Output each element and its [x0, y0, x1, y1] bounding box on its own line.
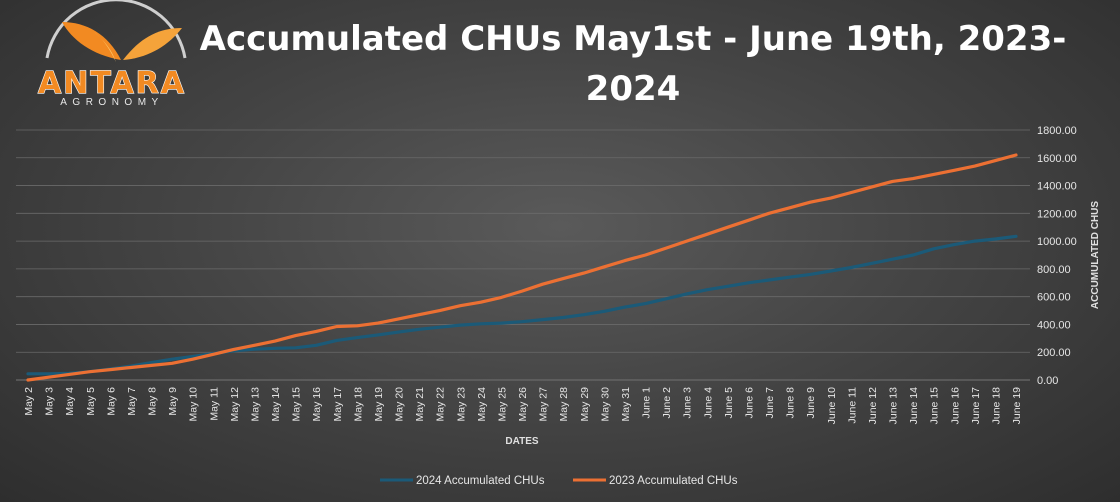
antara-logo: ANTARA AGRONOMY [37, 0, 187, 108]
logo-brand: ANTARA [38, 66, 186, 101]
y-tick-label: 1600.00 [1037, 153, 1077, 165]
x-tick-label: May 22 [435, 387, 447, 422]
x-axis-title: DATES [505, 436, 538, 447]
x-tick-label: June 16 [949, 387, 961, 425]
x-tick-label: May 10 [188, 387, 200, 422]
x-tick-label: June 9 [805, 387, 817, 419]
x-tick-label: June 2 [661, 387, 673, 419]
x-tick-label: May 19 [373, 387, 385, 422]
y-tick-label: 1000.00 [1037, 236, 1077, 248]
chart-gridlines [16, 129, 1030, 381]
x-tick-label: May 20 [394, 387, 406, 422]
x-tick-label: May 3 [44, 387, 56, 416]
x-tick-label: May 14 [270, 387, 282, 422]
x-tick-label: June 6 [743, 387, 755, 419]
x-tick-label: May 29 [579, 387, 591, 422]
x-tick-label: May 7 [126, 387, 138, 416]
x-tick-label: May 8 [147, 387, 159, 416]
x-tick-label: May 13 [249, 387, 261, 422]
x-tick-label: June 10 [826, 387, 838, 425]
x-axis-ticks: May 2 May 3 May 4 May 5 May 6 May 7 May 8 May 9… [23, 387, 1023, 425]
logo-leaf-right [123, 28, 182, 60]
x-tick-label: May 11 [208, 387, 220, 421]
y-tick-label: 1400.00 [1037, 181, 1077, 193]
x-tick-label: May 21 [414, 387, 426, 422]
y-tick-label: 1800.00 [1037, 125, 1077, 137]
x-tick-label: May 27 [538, 387, 550, 422]
x-tick-label: June 3 [682, 387, 694, 419]
x-tick-label: May 4 [64, 387, 76, 416]
logo-leaf-left [62, 22, 121, 60]
chart-title-line-1: Accumulated CHUs May1st - June 19th, 202… [200, 19, 1067, 59]
x-tick-label: May 5 [85, 387, 97, 416]
x-tick-label: June 14 [908, 387, 920, 425]
x-tick-label: June 7 [764, 387, 776, 419]
chart-title-line-2: 2024 [586, 69, 681, 109]
chart-legend: 2024 Accumulated CHUs 2023 Accumulated C… [380, 475, 738, 487]
x-tick-label: May 9 [167, 387, 179, 416]
x-tick-label: May 6 [105, 387, 117, 416]
x-tick-label: June 4 [702, 387, 714, 419]
x-tick-label: June 12 [867, 387, 879, 425]
x-tick-label: May 31 [620, 387, 632, 422]
chart-series-lines [26, 153, 1018, 382]
x-tick-label: June 13 [888, 387, 900, 425]
legend-label-2024: 2024 Accumulated CHUs [416, 475, 545, 487]
x-tick-label: May 17 [332, 387, 344, 422]
x-tick-label: May 12 [229, 387, 241, 422]
series-line-2024 [26, 234, 1018, 376]
x-tick-label: June 18 [990, 387, 1002, 425]
x-tick-label: May 18 [352, 387, 364, 422]
y-tick-label: 800.00 [1037, 264, 1071, 276]
x-tick-label: May 25 [496, 387, 508, 422]
legend-label-2023: 2023 Accumulated CHUs [609, 475, 738, 487]
y-tick-label: 0.00 [1037, 375, 1058, 387]
x-tick-label: June 17 [970, 387, 982, 425]
x-tick-label: June 19 [1011, 387, 1023, 425]
x-tick-label: May 2 [23, 387, 35, 416]
x-tick-label: May 26 [517, 387, 529, 422]
y-axis-title: ACCUMULATED CHUS [1090, 201, 1101, 309]
logo-subtitle: AGRONOMY [60, 97, 163, 108]
x-tick-label: May 28 [558, 387, 570, 422]
x-tick-label: May 16 [311, 387, 323, 422]
y-tick-label: 400.00 [1037, 319, 1071, 331]
x-tick-label: May 15 [291, 387, 303, 422]
x-tick-label: June 8 [785, 387, 797, 419]
series-line-2023 [26, 153, 1018, 382]
x-tick-label: June 1 [641, 387, 653, 419]
y-tick-label: 1200.00 [1037, 208, 1077, 220]
x-tick-label: June 5 [723, 387, 735, 419]
x-tick-label: May 23 [455, 387, 467, 422]
y-tick-label: 600.00 [1037, 292, 1071, 304]
x-tick-label: May 30 [599, 387, 611, 422]
y-axis-ticks: 0.00 200.00 400.00 600.00 800.00 1000.00 1200.… [1037, 125, 1077, 387]
y-tick-label: 200.00 [1037, 347, 1071, 359]
x-tick-label: June 11 [846, 387, 858, 424]
x-tick-label: May 24 [476, 387, 488, 422]
x-tick-label: June 15 [929, 387, 941, 425]
